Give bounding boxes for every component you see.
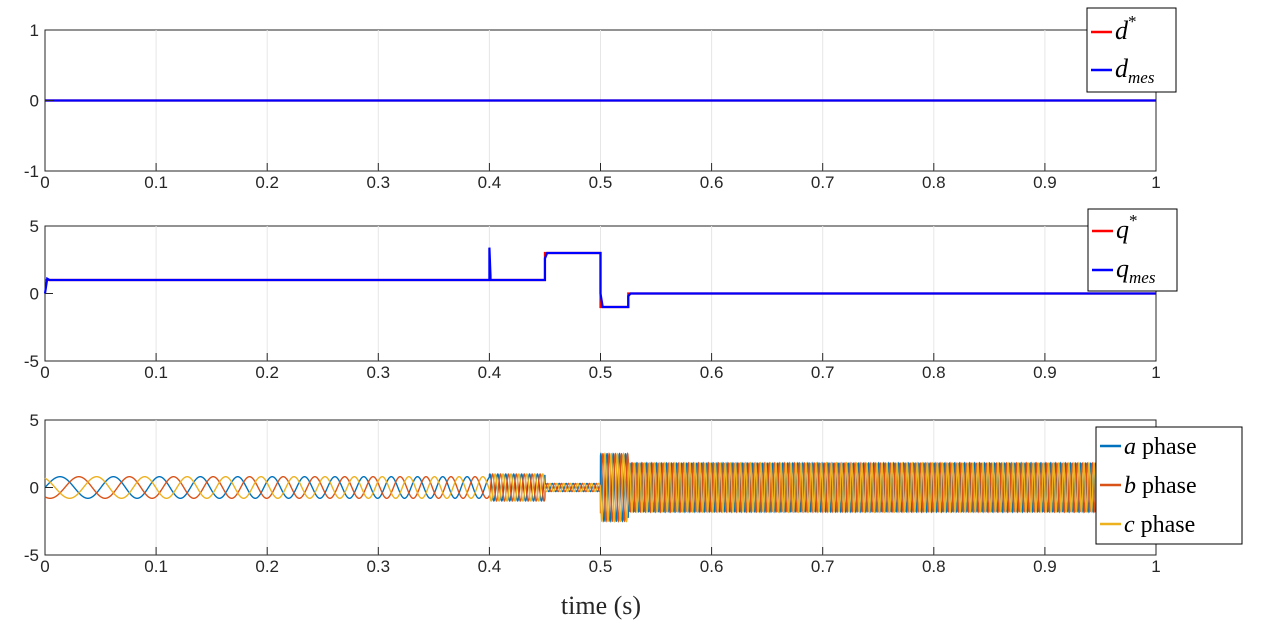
legend-q: q* qmes [1087,208,1178,292]
y-tick-label: 5 [30,217,39,236]
x-tick-label: 0 [40,557,49,576]
x-tick-label: 0.5 [589,363,613,382]
legend-label-a-phase: a phase [1124,434,1197,460]
subplot-phases: 0 0.1 0.2 0.3 0.4 0.5 0.6 0.7 0.8 0.9 1-505 a phas… [24,411,1243,576]
x-tick-label: 0.7 [811,363,835,382]
y-tick-label: -5 [24,546,39,565]
x-tick-label: 1 [1151,363,1160,382]
x-tick-label: 0.3 [366,363,390,382]
plot-area [44,452,1156,523]
legend-c-letter: c [1124,512,1135,538]
x-tick-label: 0.3 [366,557,390,576]
ticks: 0 0.1 0.2 0.3 0.4 0.5 0.6 0.7 0.8 0.9 1-505 [24,411,1161,576]
y-tick-label: 0 [30,92,39,111]
x-tick-label: 0.6 [700,557,724,576]
ticks: 0 0.1 0.2 0.3 0.4 0.5 0.6 0.7 0.8 0.9 1-101 [24,21,1161,192]
legend-b-letter: b [1124,473,1136,499]
ticks: 0 0.1 0.2 0.3 0.4 0.5 0.6 0.7 0.8 0.9 1-505 [24,217,1161,382]
y-tick-label: -5 [24,352,39,371]
x-tick-label: 0 [40,363,49,382]
y-tick-label: -1 [24,162,39,181]
series-line-c-phase [44,452,1156,523]
x-tick-label: 0.2 [255,173,279,192]
legend-label-c-phase: c phase [1124,512,1195,538]
legend-box [1087,208,1178,292]
x-tick-label: 1 [1151,557,1160,576]
x-tick-label: 0.9 [1033,557,1057,576]
subplot-q: 0 0.1 0.2 0.3 0.4 0.5 0.6 0.7 0.8 0.9 1-505 q* qme… [24,208,1178,382]
x-tick-label: 0.6 [700,363,724,382]
legend-box [1086,7,1177,93]
x-tick-label: 0.4 [478,173,502,192]
x-tick-label: 0.1 [144,557,168,576]
x-axis-label: time (s) [561,591,641,620]
x-tick-label: 0.5 [589,557,613,576]
legend-a-letter: a [1124,434,1136,460]
legend-d: d* dmes [1086,7,1177,93]
x-tick-label: 0.2 [255,557,279,576]
legend-label-b-phase: b phase [1124,473,1197,499]
x-tick-label: 0 [40,173,49,192]
y-tick-label: 5 [30,411,39,430]
x-tick-label: 0.5 [589,173,613,192]
x-tick-label: 0.1 [144,173,168,192]
x-tick-label: 1 [1151,173,1160,192]
x-tick-label: 0.8 [922,557,946,576]
x-tick-label: 0.8 [922,173,946,192]
plot-area [43,247,1156,309]
x-tick-label: 0.9 [1033,173,1057,192]
series-line-q-mes [43,247,1156,309]
x-tick-label: 0.7 [811,557,835,576]
x-tick-label: 0.8 [922,363,946,382]
x-tick-label: 0.4 [478,363,502,382]
y-tick-label: 1 [30,21,39,40]
x-tick-label: 0.7 [811,173,835,192]
y-tick-label: 0 [30,479,39,498]
x-tick-label: 0.3 [366,173,390,192]
x-tick-label: 0.9 [1033,363,1057,382]
subplot-d: 0 0.1 0.2 0.3 0.4 0.5 0.6 0.7 0.8 0.9 1-101 d* dme… [24,7,1177,192]
x-tick-label: 0.1 [144,363,168,382]
legend-phases: a phase b phase c phase [1095,426,1243,545]
x-tick-label: 0.4 [478,557,502,576]
x-tick-label: 0.6 [700,173,724,192]
x-tick-label: 0.2 [255,363,279,382]
y-tick-label: 0 [30,285,39,304]
